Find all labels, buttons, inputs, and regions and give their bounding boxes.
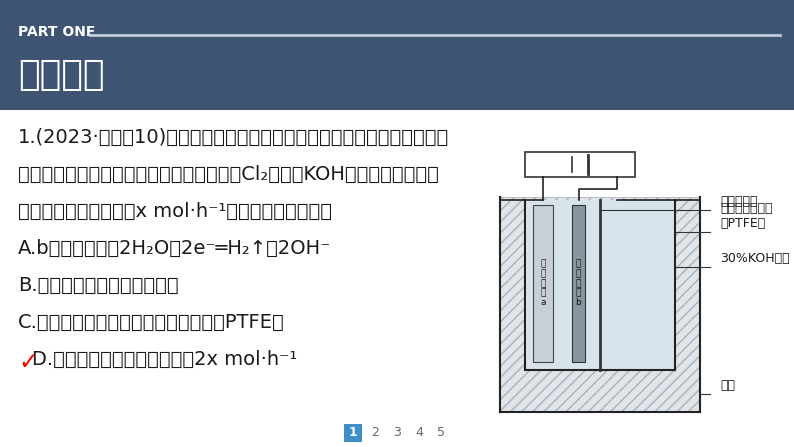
Text: D.海水为电解池补水的速率为2x mol·h⁻¹: D.海水为电解池补水的速率为2x mol·h⁻¹ xyxy=(32,350,297,369)
Text: 惰
性
电
极
b: 惰 性 电 极 b xyxy=(576,260,581,308)
Text: 1: 1 xyxy=(349,426,357,439)
Text: 海水: 海水 xyxy=(720,379,735,392)
Text: 真题精做: 真题精做 xyxy=(18,58,105,92)
Text: 1.(2023·湖北，10)我国科学家设计如图所示的电解池，实现了海水直接制: 1.(2023·湖北，10)我国科学家设计如图所示的电解池，实现了海水直接制 xyxy=(18,128,449,147)
Text: PART ONE: PART ONE xyxy=(18,25,95,39)
Bar xyxy=(500,197,700,412)
Text: 电解生成氢气的速率为x mol·h⁻¹。下列说法错误的是: 电解生成氢气的速率为x mol·h⁻¹。下列说法错误的是 xyxy=(18,202,332,221)
Bar xyxy=(0,0,794,110)
Bar xyxy=(572,205,585,362)
Bar xyxy=(500,197,700,412)
Text: A.b电极反应式为2H₂O＋2e⁻═H₂↑＋2OH⁻: A.b电极反应式为2H₂O＋2e⁻═H₂↑＋2OH⁻ xyxy=(18,239,331,258)
Text: 离子交换膜: 离子交换膜 xyxy=(720,195,757,208)
Text: 30%KOH溶液: 30%KOH溶液 xyxy=(720,252,789,265)
Text: 惰
性
电
极
a: 惰 性 电 极 a xyxy=(540,260,545,308)
Bar xyxy=(533,205,553,362)
Text: B.离子交换膜为阴离子交换膜: B.离子交换膜为阴离子交换膜 xyxy=(18,276,179,295)
Text: 透汽不透液态水
的PTFE膜: 透汽不透液态水 的PTFE膜 xyxy=(720,202,773,230)
Text: C.电解时海水中动能高的水分子可穿过PTFE膜: C.电解时海水中动能高的水分子可穿过PTFE膜 xyxy=(18,313,285,332)
Bar xyxy=(525,152,635,177)
Text: 2: 2 xyxy=(371,426,379,439)
Text: 3: 3 xyxy=(393,426,401,439)
Text: 5: 5 xyxy=(437,426,445,439)
Bar xyxy=(344,424,362,442)
Text: 备氢气技术的绳色化。该装置工作时阳极无Cl₂生成且KOH溶液的浓度不变，: 备氢气技术的绳色化。该装置工作时阳极无Cl₂生成且KOH溶液的浓度不变， xyxy=(18,165,439,184)
Text: 4: 4 xyxy=(415,426,423,439)
Bar xyxy=(525,200,675,370)
Text: ✓: ✓ xyxy=(18,350,38,374)
